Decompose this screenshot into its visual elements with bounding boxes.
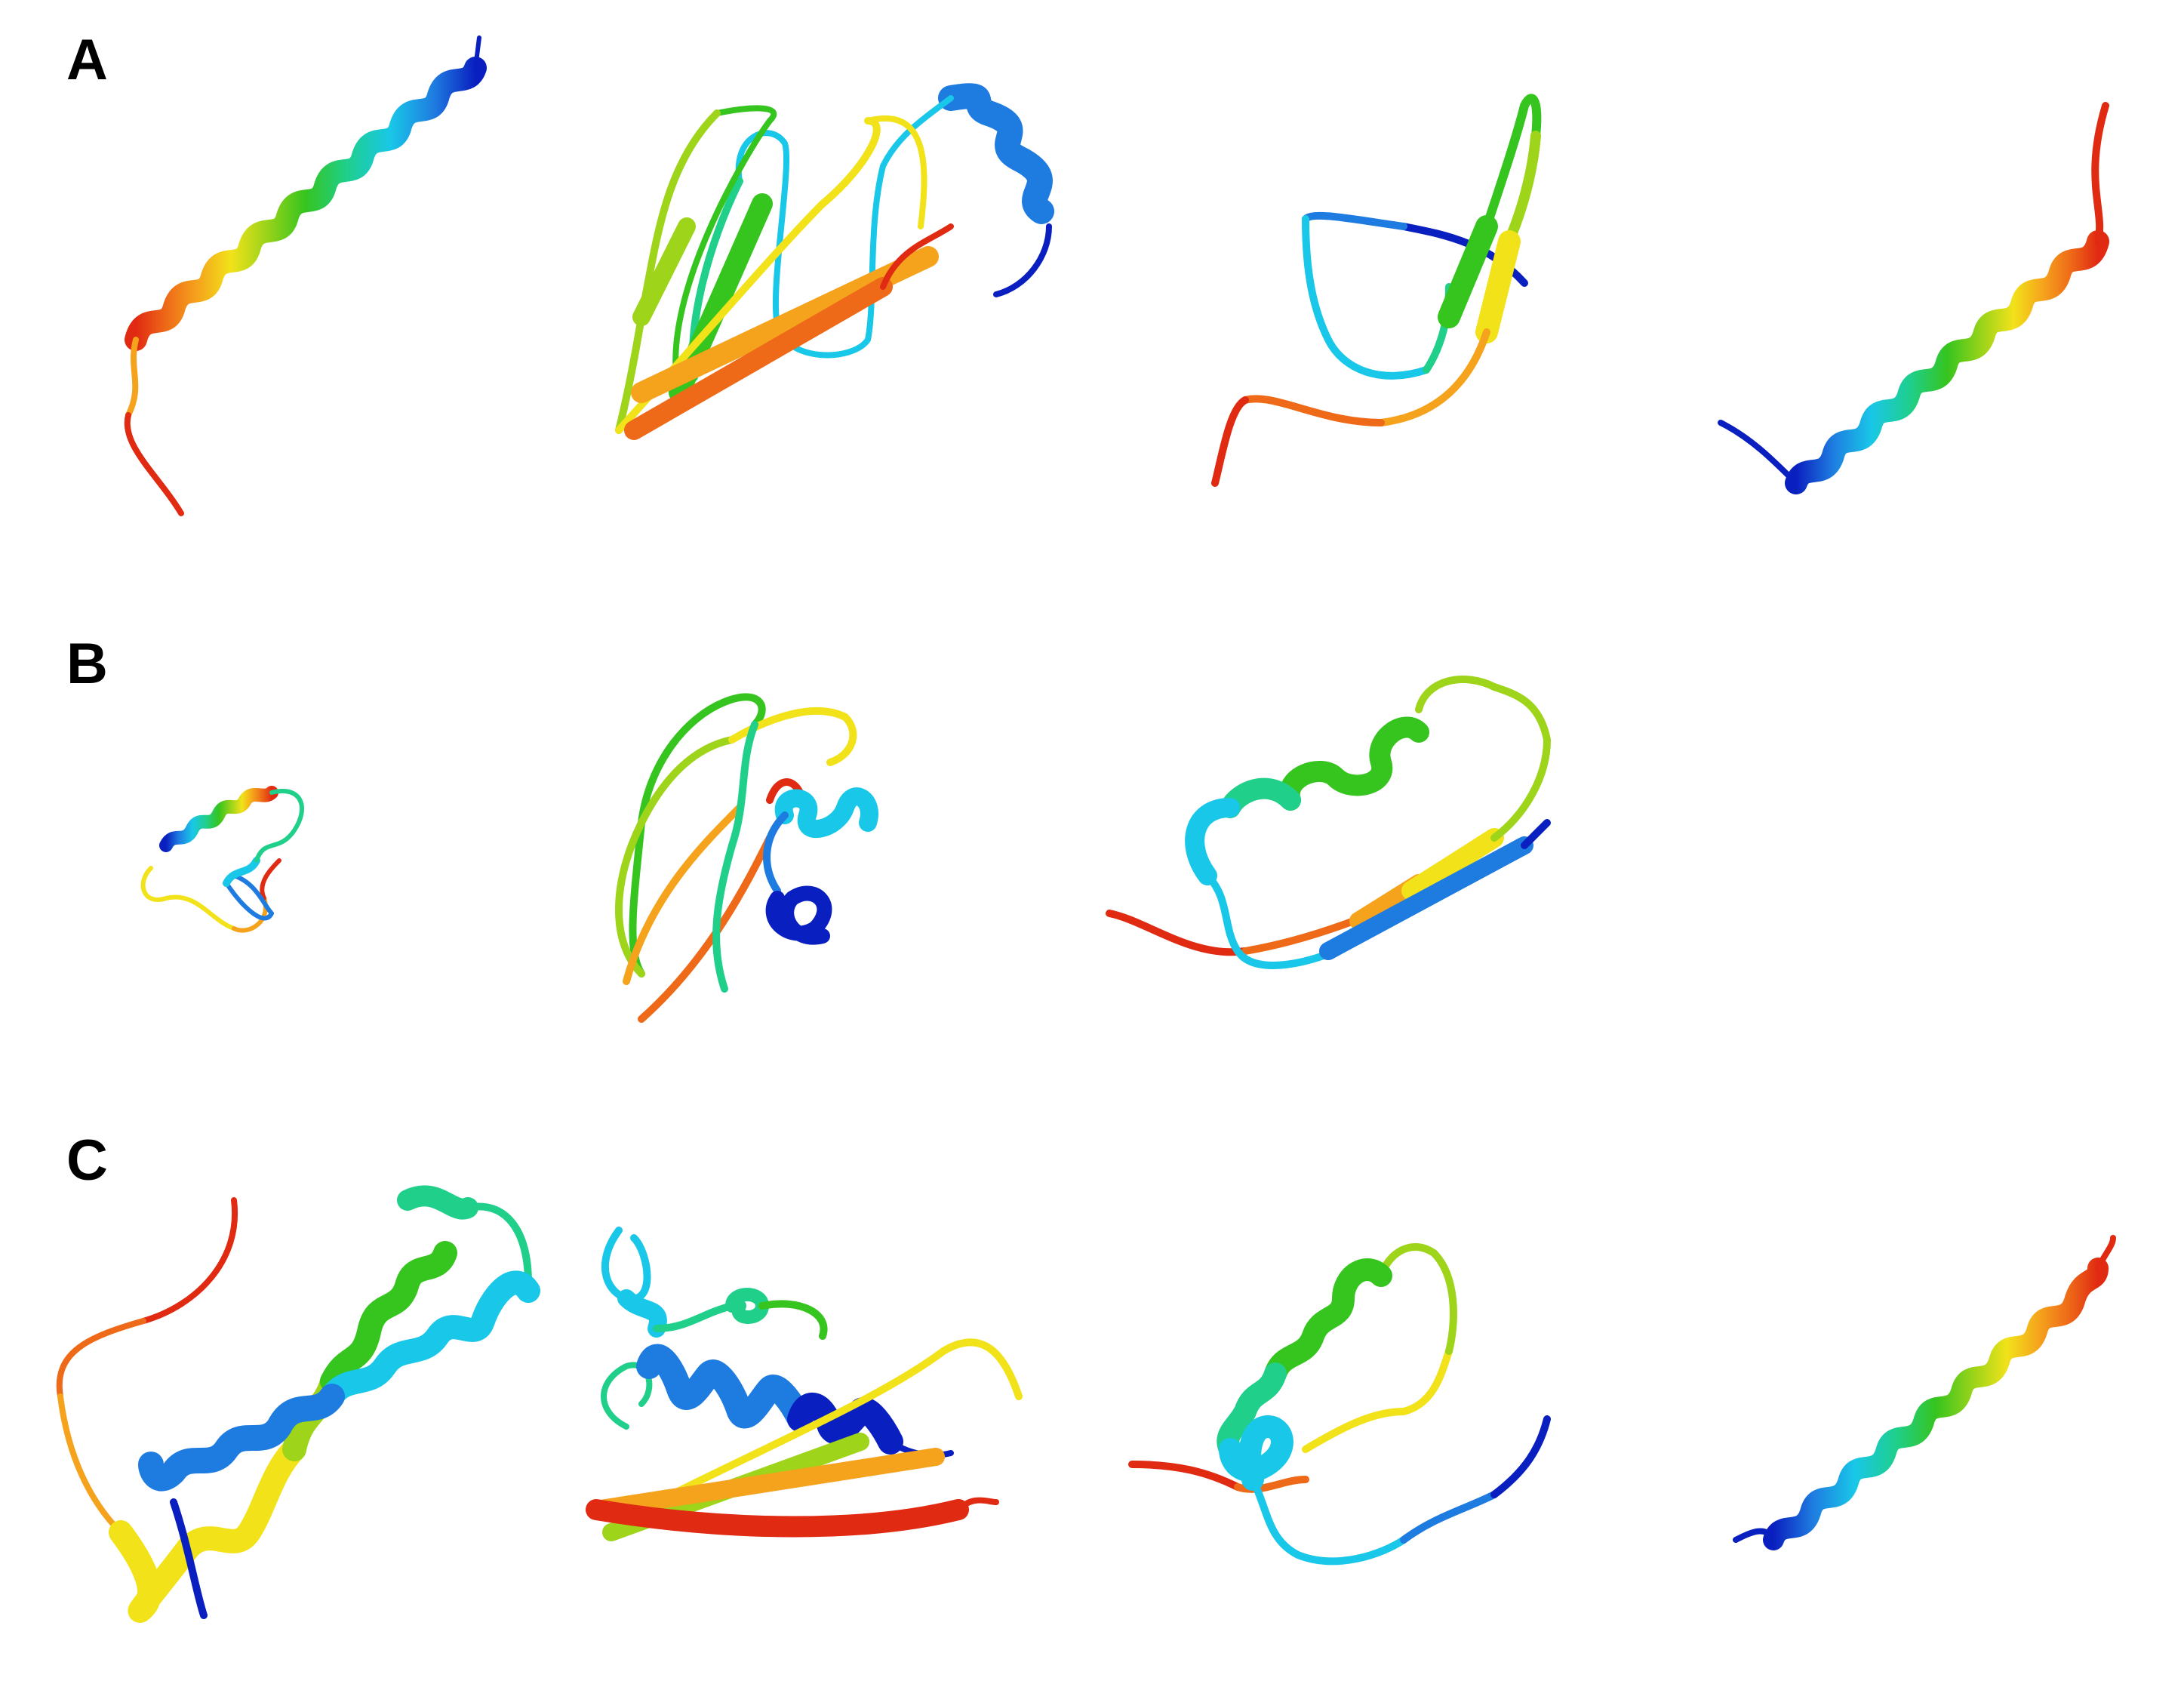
row-a: A — [0, 0, 2184, 581]
panel-label-a: A — [66, 28, 108, 92]
panel-label-b: B — [66, 632, 108, 696]
structure-a1-protein-ribbon — [124, 35, 487, 516]
panel-label-c: C — [66, 1128, 108, 1193]
structure-a3-protein-ribbon — [1211, 94, 1542, 487]
row-b: B — [0, 596, 2184, 1079]
structure-b1-protein-ribbon — [140, 786, 304, 933]
structure-b3-protein-ribbon — [1106, 676, 1551, 969]
structure-b2-protein-ribbon — [615, 693, 878, 1023]
structure-a2-protein-ribbon — [615, 83, 1054, 440]
structure-c2-protein-ribbon — [586, 1227, 1023, 1541]
structure-c4-protein-ribbon — [1733, 1235, 2116, 1550]
structure-c3-protein-ribbon — [1128, 1242, 1551, 1566]
structure-a4-protein-ribbon — [1718, 102, 2109, 494]
structure-c1-protein-ribbon — [56, 1185, 540, 1623]
row-c: C — [0, 1087, 2184, 1681]
